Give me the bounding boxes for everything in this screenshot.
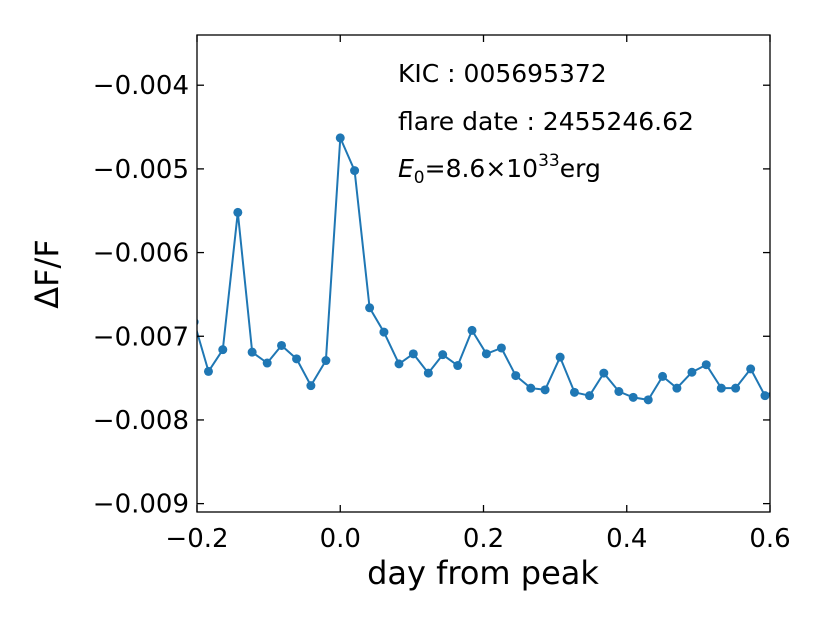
data-point xyxy=(203,366,213,376)
y-tick-label: −0.007 xyxy=(93,322,189,352)
data-point xyxy=(394,359,404,369)
energy-subscript: 0 xyxy=(414,168,425,188)
y-tick-label: −0.009 xyxy=(93,490,189,520)
y-tick-label: −0.005 xyxy=(93,155,189,185)
data-point xyxy=(379,327,389,337)
data-point xyxy=(672,383,682,393)
data-point xyxy=(731,383,741,393)
energy-unit: erg xyxy=(560,154,601,183)
data-point xyxy=(760,391,770,401)
data-point xyxy=(408,349,418,359)
data-point xyxy=(467,325,477,335)
y-tick-label: −0.008 xyxy=(93,406,189,436)
data-point xyxy=(481,349,491,359)
data-point xyxy=(233,207,243,217)
data-point xyxy=(321,356,331,366)
x-tick-label: 0.6 xyxy=(749,524,790,554)
x-tick-label: 0.4 xyxy=(606,524,647,554)
data-point xyxy=(218,345,228,355)
data-point xyxy=(687,367,697,377)
data-point xyxy=(277,340,287,350)
ticks-layer: −0.2 0.0 0.2 0.4 0.6 −0.004 −0.005 −0.006 −0.007… xyxy=(93,35,791,554)
energy-symbol: E xyxy=(398,154,414,183)
data-point xyxy=(423,368,433,378)
data-point xyxy=(540,385,550,395)
energy-exponent: 33 xyxy=(538,151,560,171)
y-axis-label: ΔF/F xyxy=(28,239,66,308)
x-tick-label: 0.2 xyxy=(463,524,504,554)
data-point xyxy=(555,352,565,362)
data-point xyxy=(453,361,463,371)
data-point xyxy=(496,343,506,353)
x-tick-label: 0.0 xyxy=(320,524,361,554)
annotation-energy: E0=8.6×1033erg xyxy=(398,151,601,188)
plot-area xyxy=(197,35,770,512)
series-layer xyxy=(197,133,785,405)
data-point xyxy=(262,358,272,368)
y-tick-label: −0.004 xyxy=(93,71,189,101)
data-point xyxy=(511,371,521,381)
data-point xyxy=(335,133,345,143)
y-tick-label: −0.006 xyxy=(93,239,189,269)
data-point xyxy=(569,387,579,397)
data-point xyxy=(585,391,595,401)
data-point xyxy=(776,384,785,393)
x-axis-label: day from peak xyxy=(367,554,599,592)
data-point xyxy=(643,395,653,405)
data-point xyxy=(526,383,536,393)
data-point xyxy=(746,364,756,374)
annotation-flare-date: flare date : 2455246.62 xyxy=(398,107,694,136)
data-point xyxy=(350,166,360,176)
energy-value: =8.6×10 xyxy=(425,154,538,183)
data-point xyxy=(247,347,257,357)
data-point xyxy=(365,303,375,313)
data-point xyxy=(438,350,448,360)
data-point xyxy=(628,392,638,402)
data-point xyxy=(658,371,668,381)
data-point xyxy=(599,368,609,378)
data-point xyxy=(306,381,316,391)
annotation-kic: KIC : 005695372 xyxy=(398,59,607,88)
data-point xyxy=(716,383,726,393)
data-point xyxy=(701,360,711,370)
data-point xyxy=(614,386,624,396)
x-tick-label: −0.2 xyxy=(165,524,228,554)
data-point xyxy=(292,354,302,364)
